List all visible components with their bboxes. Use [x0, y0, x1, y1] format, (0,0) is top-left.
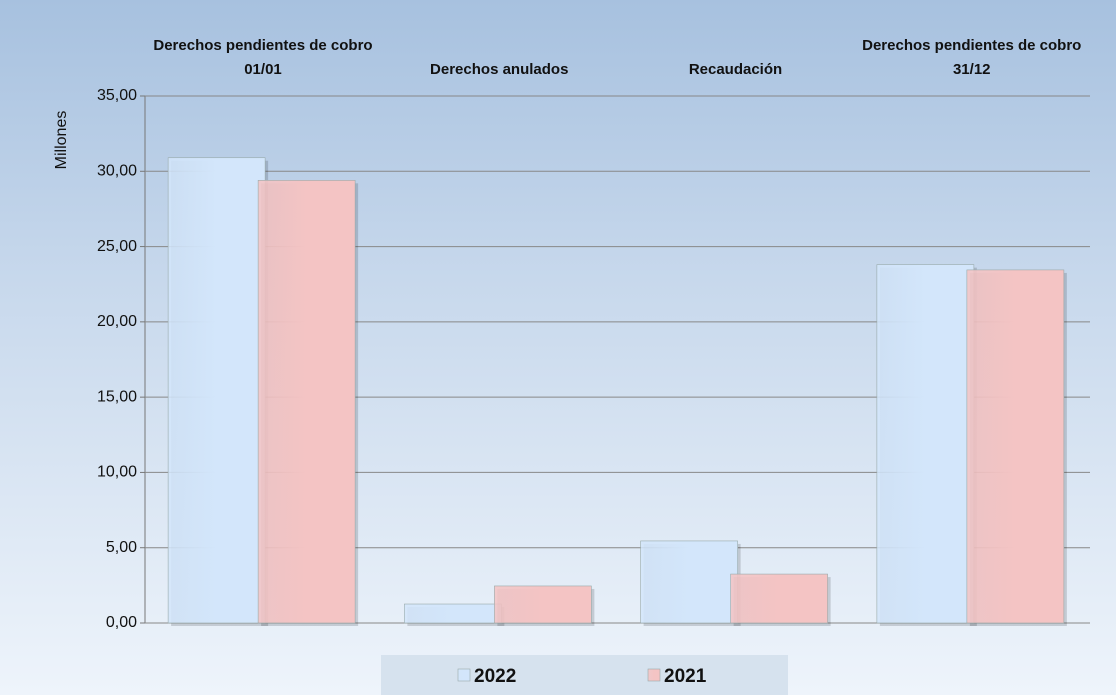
bar: [640, 540, 738, 624]
y-tick-label: 10,00: [97, 464, 137, 481]
bar: [167, 157, 266, 624]
bar: [876, 264, 975, 624]
bar: [257, 180, 356, 624]
category-text: Recaudación: [688, 61, 783, 78]
category-text: Derechos anulados: [430, 61, 569, 78]
y-axis-label: Millones: [53, 111, 70, 170]
legend-label: 2022: [474, 666, 516, 687]
category-label: Recaudación: [618, 58, 854, 82]
legend-label: 2021: [664, 666, 707, 687]
category-text: Derechos pendientes de cobro 31/12: [862, 37, 1082, 78]
y-tick-label: 30,00: [97, 163, 137, 180]
y-tick-label: 0,00: [106, 614, 137, 631]
bar: [966, 269, 1065, 624]
category-label: Derechos anulados: [381, 58, 617, 82]
y-tick-label: 15,00: [97, 388, 137, 405]
category-label: Derechos pendientes de cobro 31/12: [854, 34, 1090, 82]
bar: [494, 585, 592, 624]
legend-box: [381, 655, 788, 695]
y-tick-label: 25,00: [97, 238, 137, 255]
bar: [730, 573, 828, 624]
category-text: Derechos pendientes de cobro 01/01: [153, 37, 373, 78]
legend-swatch: [647, 668, 661, 682]
y-tick-label: 35,00: [97, 87, 137, 104]
category-label: Derechos pendientes de cobro 01/01: [145, 34, 381, 82]
legend-swatch: [457, 668, 471, 682]
y-tick-label: 20,00: [97, 313, 137, 330]
y-tick-label: 5,00: [106, 539, 137, 556]
bar: [404, 603, 502, 624]
